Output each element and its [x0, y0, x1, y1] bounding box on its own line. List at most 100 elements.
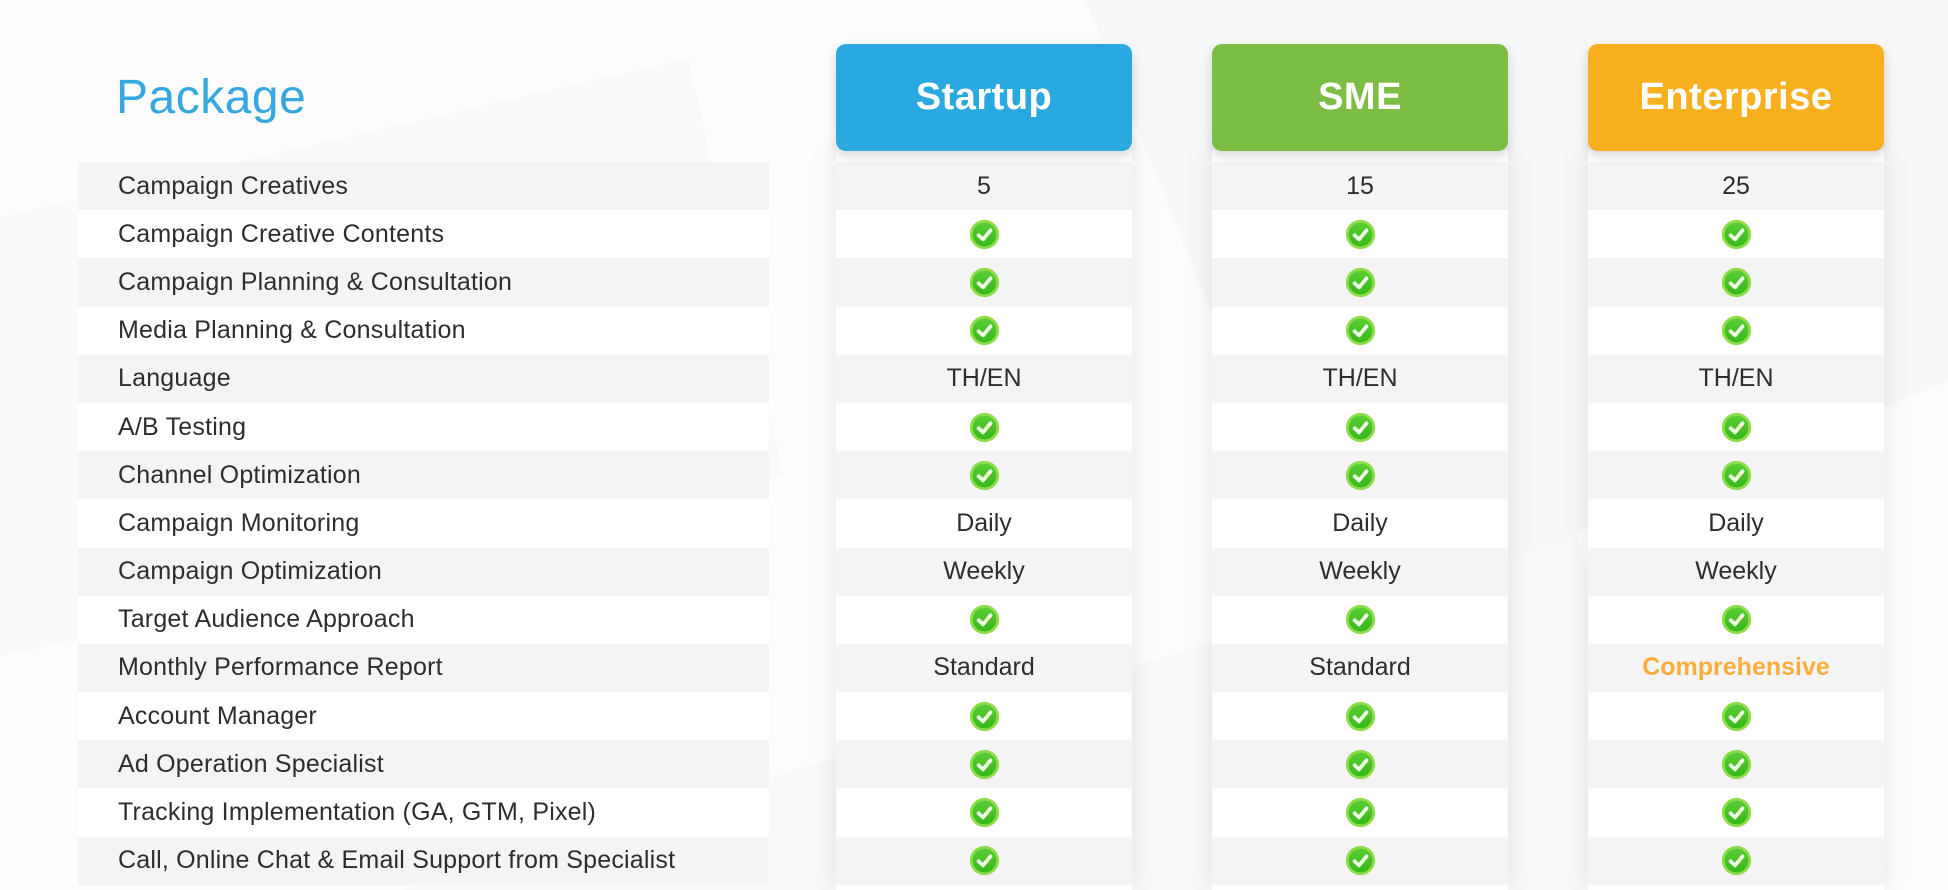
value-cell-enterprise — [1588, 258, 1884, 307]
value-cell-enterprise — [1588, 788, 1884, 837]
value-cell-enterprise — [1588, 451, 1884, 500]
value-cell-sme — [1212, 692, 1508, 741]
feature-label: Media Planning & Consultation — [78, 306, 769, 355]
feature-label: Ad Operation Specialist — [78, 740, 769, 789]
value-cell-startup — [836, 306, 1132, 355]
table-row: Campaign Creative Contents — [0, 210, 1948, 259]
feature-label: Campaign Monitoring — [78, 499, 769, 548]
cell-value: 5 — [977, 171, 991, 200]
column-gap — [1508, 355, 1588, 403]
value-cell-startup: Daily — [836, 499, 1132, 548]
check-icon — [1721, 701, 1751, 731]
value-cell-startup — [836, 836, 1132, 885]
column-gap — [1508, 258, 1588, 306]
column-gap — [1508, 692, 1588, 740]
cell-value: 25 — [1722, 171, 1750, 200]
cell-value: TH/EN — [946, 364, 1022, 393]
feature-label: Campaign Planning & Consultation — [78, 258, 769, 307]
value-cell-startup: 5 — [836, 162, 1132, 211]
package-header-startup[interactable]: Startup — [836, 44, 1132, 151]
value-cell-sme — [1212, 210, 1508, 259]
value-cell-startup — [836, 210, 1132, 259]
column-gap — [1132, 596, 1212, 644]
check-icon — [1721, 412, 1751, 442]
column-gap — [1508, 403, 1588, 451]
value-cell-enterprise: Weekly — [1588, 547, 1884, 596]
column-gap — [1132, 307, 1212, 355]
column-gap — [1508, 162, 1588, 210]
column-gap — [1132, 499, 1212, 547]
check-icon — [1345, 846, 1375, 876]
check-icon — [969, 460, 999, 490]
value-cell-enterprise — [1588, 306, 1884, 355]
value-cell-sme: Weekly — [1212, 547, 1508, 596]
package-header-enterprise[interactable]: Enterprise — [1588, 44, 1884, 151]
column-gap — [1132, 837, 1212, 885]
cell-value: Weekly — [943, 557, 1025, 586]
value-cell-startup: Standard — [836, 643, 1132, 693]
column-gap — [1508, 451, 1588, 499]
value-cell-sme: Daily — [1212, 499, 1508, 548]
value-cell-startup — [836, 451, 1132, 500]
check-icon — [1345, 219, 1375, 249]
value-cell-sme — [1212, 836, 1508, 885]
column-gap — [1508, 644, 1588, 692]
column-gap — [769, 403, 836, 451]
check-icon — [969, 267, 999, 298]
feature-rows: Campaign Creatives 5 15 25 Campaign Crea… — [0, 162, 1948, 885]
value-cell-sme — [1212, 402, 1508, 452]
value-cell-sme — [1212, 788, 1508, 837]
value-cell-sme — [1212, 595, 1508, 644]
column-gap — [769, 692, 836, 740]
table-row: A/B Testing — [0, 402, 1948, 452]
value-cell-sme — [1212, 258, 1508, 307]
value-cell-enterprise — [1588, 210, 1884, 259]
cell-value: Daily — [1332, 508, 1388, 537]
cell-value: Weekly — [1695, 557, 1777, 586]
table-row: Target Audience Approach — [0, 595, 1948, 644]
column-gap — [769, 355, 836, 403]
value-cell-enterprise — [1588, 595, 1884, 644]
package-header-sme[interactable]: SME — [1212, 44, 1508, 151]
feature-label: Monthly Performance Report — [78, 643, 769, 693]
page-title: Package — [116, 71, 307, 124]
value-cell-enterprise — [1588, 740, 1884, 789]
value-cell-sme — [1212, 740, 1508, 789]
value-cell-enterprise: Comprehensive — [1588, 643, 1884, 693]
table-row: Campaign Monitoring Daily Daily Daily — [0, 499, 1948, 548]
column-gap — [1132, 692, 1212, 740]
check-icon — [1345, 749, 1375, 779]
check-icon — [1345, 460, 1375, 490]
feature-label: Target Audience Approach — [78, 595, 769, 644]
check-icon — [1721, 460, 1751, 490]
value-cell-startup: Weekly — [836, 547, 1132, 596]
column-gap — [769, 596, 836, 644]
check-icon — [969, 219, 999, 249]
check-icon — [969, 846, 999, 876]
check-icon — [1721, 749, 1751, 779]
cell-value: Standard — [933, 653, 1035, 682]
column-gap — [769, 740, 836, 788]
value-cell-sme — [1212, 451, 1508, 500]
column-gap — [1132, 403, 1212, 451]
column-gap — [1132, 210, 1212, 258]
column-gap — [1508, 596, 1588, 644]
value-cell-startup — [836, 692, 1132, 741]
value-cell-startup — [836, 788, 1132, 837]
feature-label: Campaign Creative Contents — [78, 210, 769, 259]
feature-label: Campaign Optimization — [78, 547, 769, 596]
column-gap — [1132, 788, 1212, 836]
check-icon — [969, 605, 999, 635]
cell-value: Weekly — [1319, 557, 1401, 586]
value-cell-startup — [836, 402, 1132, 452]
column-gap — [1508, 788, 1588, 836]
cell-value: TH/EN — [1322, 364, 1398, 393]
value-cell-enterprise — [1588, 402, 1884, 452]
feature-label: Channel Optimization — [78, 451, 769, 500]
check-icon — [969, 797, 999, 828]
check-icon — [1721, 797, 1751, 828]
feature-label: Language — [78, 354, 769, 403]
cell-value: 15 — [1346, 171, 1374, 200]
column-gap — [1132, 258, 1212, 306]
value-cell-enterprise — [1588, 692, 1884, 741]
